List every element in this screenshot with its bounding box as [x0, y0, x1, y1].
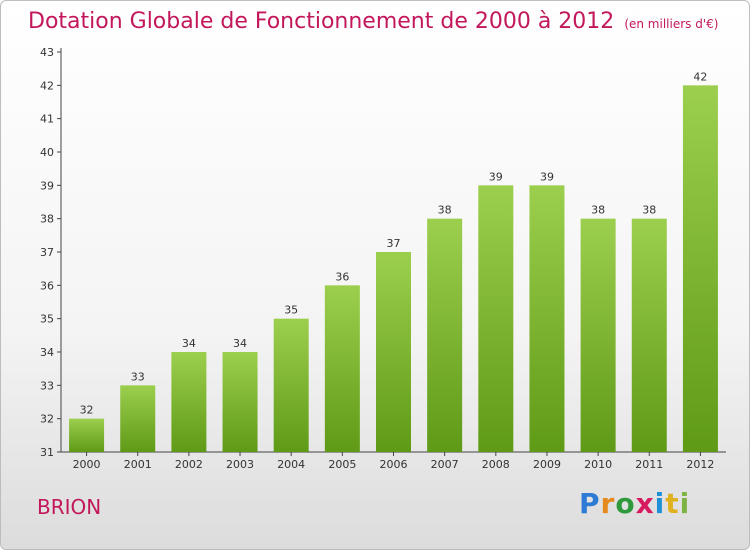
y-tick-label: 32 — [40, 413, 54, 426]
y-tick-label: 42 — [40, 79, 54, 92]
bar — [631, 218, 667, 452]
y-tick-label: 37 — [40, 246, 54, 259]
x-tick-label: 2010 — [584, 458, 612, 471]
bar — [171, 352, 207, 452]
x-tick-label: 2011 — [635, 458, 663, 471]
data-label: 39 — [489, 170, 503, 183]
data-label: 32 — [80, 404, 94, 417]
bar — [682, 85, 718, 452]
bar — [529, 185, 565, 453]
bar — [120, 385, 156, 452]
data-label: 34 — [233, 337, 247, 350]
logo-letter-r: r — [600, 487, 616, 520]
x-tick-label: 2007 — [431, 458, 459, 471]
logo-letter-p: P — [579, 487, 601, 520]
data-label: 38 — [438, 204, 452, 217]
chart-subtitle: (en milliers d'€) — [624, 17, 719, 31]
y-tick-label: 41 — [40, 113, 54, 126]
x-tick-label: 2002 — [175, 458, 203, 471]
y-tick-label: 36 — [40, 279, 54, 292]
x-tick-label: 2008 — [482, 458, 510, 471]
x-tick-label: 2003 — [226, 458, 254, 471]
data-label: 38 — [642, 204, 656, 217]
data-label: 36 — [335, 270, 349, 283]
x-tick-label: 2006 — [380, 458, 408, 471]
y-tick-label: 39 — [40, 179, 54, 192]
bar — [427, 218, 463, 452]
data-label: 42 — [693, 70, 707, 83]
bar — [376, 252, 411, 452]
chart-title-text: Dotation Globale de Fonctionnement de 20… — [28, 9, 615, 34]
data-label: 33 — [131, 370, 145, 383]
logo-letter-o: o — [615, 487, 636, 520]
x-tick-label: 2009 — [533, 458, 561, 471]
x-tick-label: 2004 — [277, 458, 305, 471]
x-tick-label: 2005 — [328, 458, 356, 471]
data-label: 34 — [182, 337, 196, 350]
data-label: 35 — [284, 304, 298, 317]
y-tick-label: 31 — [40, 446, 54, 459]
commune-name: BRION — [37, 495, 102, 519]
y-tick-label: 40 — [40, 146, 54, 159]
y-tick-label: 38 — [40, 213, 54, 226]
x-tick-label: 2000 — [73, 458, 101, 471]
proxiti-logo: Proxiti — [579, 487, 690, 520]
y-tick-label: 35 — [40, 313, 54, 326]
x-tick-label: 2012 — [686, 458, 714, 471]
data-label: 39 — [540, 170, 554, 183]
bar — [580, 218, 616, 452]
bar — [324, 285, 360, 452]
data-label: 37 — [387, 237, 401, 250]
logo-letter-i2: i — [679, 487, 691, 520]
y-tick-label: 34 — [40, 346, 54, 359]
x-tick-label: 2001 — [124, 458, 152, 471]
y-tick-label: 33 — [40, 379, 54, 392]
logo-letter-t: t — [665, 487, 680, 520]
bar — [69, 418, 105, 452]
chart-title: Dotation Globale de Fonctionnement de 20… — [28, 9, 718, 34]
y-tick-label: 43 — [40, 46, 54, 59]
bar — [273, 318, 309, 452]
bar — [478, 185, 514, 453]
bar — [222, 352, 258, 452]
logo-letter-i1: i — [654, 487, 666, 520]
logo-letter-x: x — [635, 487, 655, 520]
data-label: 38 — [591, 204, 605, 217]
